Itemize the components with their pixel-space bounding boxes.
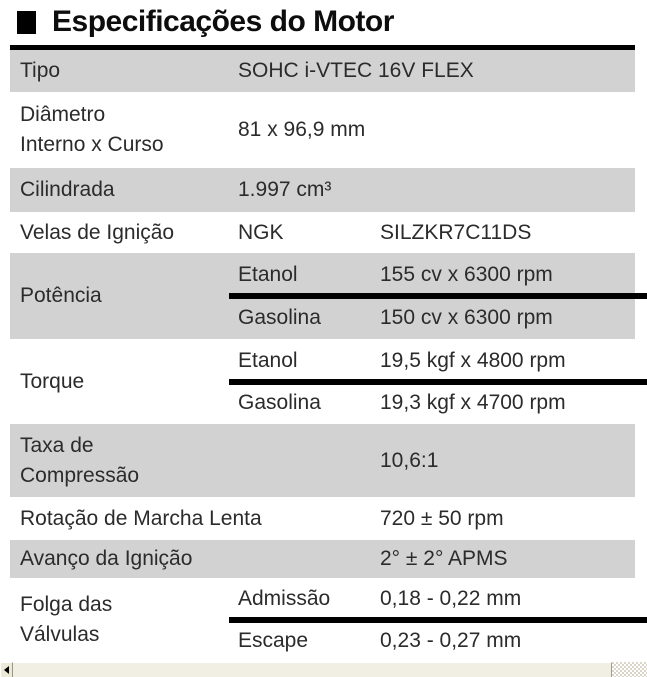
page-title: Especificações do Motor (52, 5, 394, 38)
section-bullet-square (17, 10, 36, 34)
table-row-tipo: Tipo SOHC i-VTEC 16V FLEX (10, 50, 635, 92)
subrow-divider (229, 617, 647, 623)
subrow-escape: Escape 0,23 - 0,27 mm (238, 620, 635, 662)
table-row-rotacao: Rotação de Marcha Lenta 720 ± 50 rpm (10, 497, 635, 540)
subrow-divider (229, 293, 647, 299)
spark-plug-brand: NGK (238, 220, 284, 244)
fuel-value: 19,3 kgf x 4700 rpm (380, 391, 566, 415)
fuel-label: Etanol (238, 348, 298, 372)
row-label-line1: Taxa de (20, 433, 94, 457)
valve-value: 0,23 - 0,27 mm (380, 629, 522, 653)
row-value: 720 ± 50 rpm (380, 506, 504, 530)
section-title: Especificações do Motor (17, 5, 394, 39)
row-label: Taxa de Compressão (10, 431, 380, 491)
subrow-etanol: Etanol 19,5 kgf x 4800 rpm (238, 339, 635, 382)
table-row-cilindrada: Cilindrada 1.997 cm³ (10, 168, 635, 212)
subrows: Etanol 19,5 kgf x 4800 rpm Gasolina 19,3… (238, 339, 635, 424)
table-row-taxa: Taxa de Compressão 10,6:1 (10, 424, 635, 497)
row-label: Rotação de Marcha Lenta (20, 506, 262, 530)
subrows: Etanol 155 cv x 6300 rpm Gasolina 150 cv… (238, 253, 635, 339)
valve-value: 0,18 - 0,22 mm (380, 587, 522, 611)
subrow-gasolina: Gasolina 150 cv x 6300 rpm (238, 296, 635, 339)
table-row-velas: Velas de Ignição NGK SILZKR7C11DS (10, 212, 635, 253)
row-label: Potência (20, 284, 102, 308)
row-value: 1.997 cm³ (238, 178, 332, 202)
fuel-label: Etanol (238, 262, 298, 286)
table-row-avanco: Avanço da Ignição 2° ± 2° APMS (10, 540, 635, 578)
row-label: Diâmetro Interno x Curso (10, 100, 238, 160)
horizontal-scrollbar[interactable] (0, 662, 647, 677)
row-label: Tipo (20, 59, 61, 83)
fuel-label: Gasolina (238, 391, 321, 415)
fuel-label: Gasolina (238, 305, 321, 329)
row-label: Folga das Válvulas (10, 590, 238, 650)
subrow-divider (229, 378, 647, 385)
subrow-gasolina: Gasolina 19,3 kgf x 4700 rpm (238, 382, 635, 425)
valve-label: Admissão (238, 587, 331, 611)
row-value: 81 x 96,9 mm (238, 118, 366, 142)
row-label: Torque (20, 369, 85, 393)
valve-label: Escape (238, 629, 309, 653)
engine-spec-table: Tipo SOHC i-VTEC 16V FLEX Diâmetro Inter… (10, 45, 647, 662)
subrow-admissao: Admissão 0,18 - 0,22 mm (238, 578, 635, 620)
row-value: SOHC i-VTEC 16V FLEX (238, 59, 474, 83)
table-row-potencia: Potência Etanol 155 cv x 6300 rpm Gasoli… (10, 253, 647, 339)
scroll-left-icon (4, 666, 9, 674)
subrows: Admissão 0,18 - 0,22 mm Escape 0,23 - 0,… (238, 578, 635, 662)
row-label: Velas de Ignição (20, 220, 175, 244)
fuel-value: 155 cv x 6300 rpm (380, 262, 553, 286)
row-label-line2: Compressão (20, 463, 140, 487)
fuel-value: 150 cv x 6300 rpm (380, 305, 553, 329)
scrollbar-thumb[interactable] (13, 662, 612, 677)
scroll-left-button[interactable] (0, 662, 13, 677)
subrow-etanol: Etanol 155 cv x 6300 rpm (238, 253, 635, 296)
table-row-diametro: Diâmetro Interno x Curso 81 x 96,9 mm (10, 92, 635, 168)
row-label-line2: Válvulas (20, 623, 100, 646)
row-label-line1: Diâmetro (20, 103, 106, 126)
row-label-line2: Interno x Curso (20, 133, 164, 156)
row-value: 10,6:1 (380, 448, 439, 472)
row-label: Cilindrada (20, 178, 115, 202)
spark-plug-model: SILZKR7C11DS (380, 220, 532, 244)
table-row-torque: Torque Etanol 19,5 kgf x 4800 rpm Gasoli… (10, 339, 647, 424)
table-row-folga: Folga das Válvulas Admissão 0,18 - 0,22 … (10, 578, 647, 662)
fuel-value: 19,5 kgf x 4800 rpm (380, 348, 566, 372)
row-value: 2° ± 2° APMS (380, 547, 508, 571)
row-label: Avanço da Ignição (20, 547, 193, 571)
row-label-line1: Folga das (20, 593, 113, 616)
